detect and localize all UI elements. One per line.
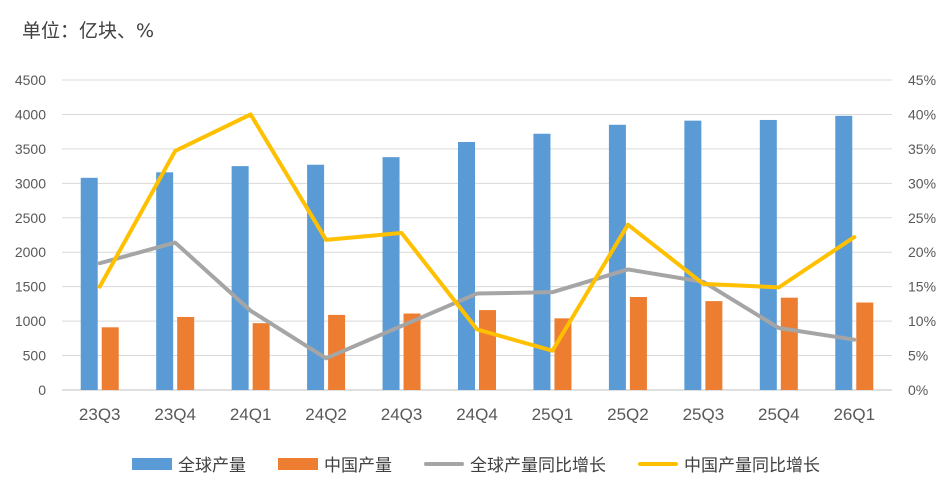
legend-item: 中国产量同比增长: [638, 451, 820, 476]
bar: [554, 318, 572, 390]
bar: [684, 120, 702, 391]
combo-chart: 0 500 1000 1500 2000 2500 3000 3500 4000 4500 0% 5%…: [15, 72, 936, 424]
legend-item: 全球产量: [132, 451, 246, 476]
y-left-tick-label: 1500: [15, 279, 46, 295]
x-tick-label: 25Q1: [532, 405, 574, 424]
bar: [458, 142, 475, 390]
x-tick-label: 25Q3: [683, 405, 725, 424]
bar: [177, 316, 195, 390]
y-right-tick-label: 30%: [908, 175, 936, 191]
x-tick-label: 23Q4: [154, 405, 196, 424]
y-right-tick-label: 5%: [908, 348, 928, 364]
legend-item: 中国产量: [278, 451, 392, 476]
bar: [759, 119, 777, 390]
y-left-tick-label: 500: [23, 348, 47, 364]
y-left-tick-label: 4500: [15, 72, 46, 88]
y-left-tick-label: 4000: [15, 106, 46, 122]
y-right-tick-label: 25%: [908, 210, 936, 226]
y-left-tick-label: 3500: [15, 141, 46, 157]
x-tick-label: 25Q4: [758, 405, 800, 424]
bar: [156, 172, 174, 390]
bar: [403, 313, 421, 390]
legend-swatch: [132, 457, 172, 470]
legend-swatch: [638, 461, 678, 466]
x-tick-label: 25Q2: [607, 405, 649, 424]
bar: [479, 310, 496, 390]
legend-swatch: [278, 457, 318, 470]
y-left-tick-label: 2500: [15, 210, 46, 226]
bar: [705, 301, 723, 390]
y-left-tick-label: 2000: [15, 244, 46, 260]
bar: [307, 164, 325, 390]
bar: [856, 302, 874, 390]
legend-swatch: [424, 461, 464, 466]
x-tick-label: 24Q4: [456, 405, 498, 424]
legend-item: 全球产量同比增长: [424, 451, 606, 476]
y-right-tick-label: 40%: [908, 106, 936, 122]
bar: [835, 115, 853, 391]
y-right-tick-label: 15%: [908, 279, 936, 295]
bar: [80, 177, 98, 390]
bar: [382, 157, 400, 390]
legend-label: 全球产量同比增长: [470, 456, 606, 476]
bar: [252, 323, 270, 390]
y-right-tick-label: 0%: [908, 382, 928, 398]
unit-label: 单位：亿块、%: [22, 20, 155, 42]
x-tick-label: 24Q3: [381, 405, 423, 424]
bar: [780, 297, 798, 390]
bar: [608, 124, 626, 391]
bar: [629, 297, 647, 390]
y-left-tick-label: 1000: [15, 313, 46, 329]
y-left-tick-label: 0: [38, 382, 46, 398]
series-line: [97, 240, 857, 361]
y-right-tick-label: 20%: [908, 244, 936, 260]
x-tick-label: 24Q1: [230, 405, 272, 424]
legend-label: 全球产量: [178, 456, 246, 476]
y-right-tick-label: 35%: [908, 141, 936, 157]
y-right-tick-label: 45%: [908, 72, 936, 88]
x-tick-label: 26Q1: [833, 405, 875, 424]
x-tick-label: 23Q3: [79, 405, 121, 424]
x-tick-label: 24Q2: [305, 405, 347, 424]
y-right-tick-label: 10%: [908, 313, 936, 329]
series-line: [97, 112, 857, 353]
legend-label: 中国产量同比增长: [684, 456, 820, 476]
bar: [533, 133, 551, 390]
chart-legend: 全球产量 中国产量 全球产量同比增长 中国产量同比增长: [0, 451, 952, 476]
y-left-tick-label: 3000: [15, 175, 46, 191]
bar: [231, 166, 249, 390]
bar: [101, 327, 119, 390]
legend-label: 中国产量: [324, 456, 392, 476]
